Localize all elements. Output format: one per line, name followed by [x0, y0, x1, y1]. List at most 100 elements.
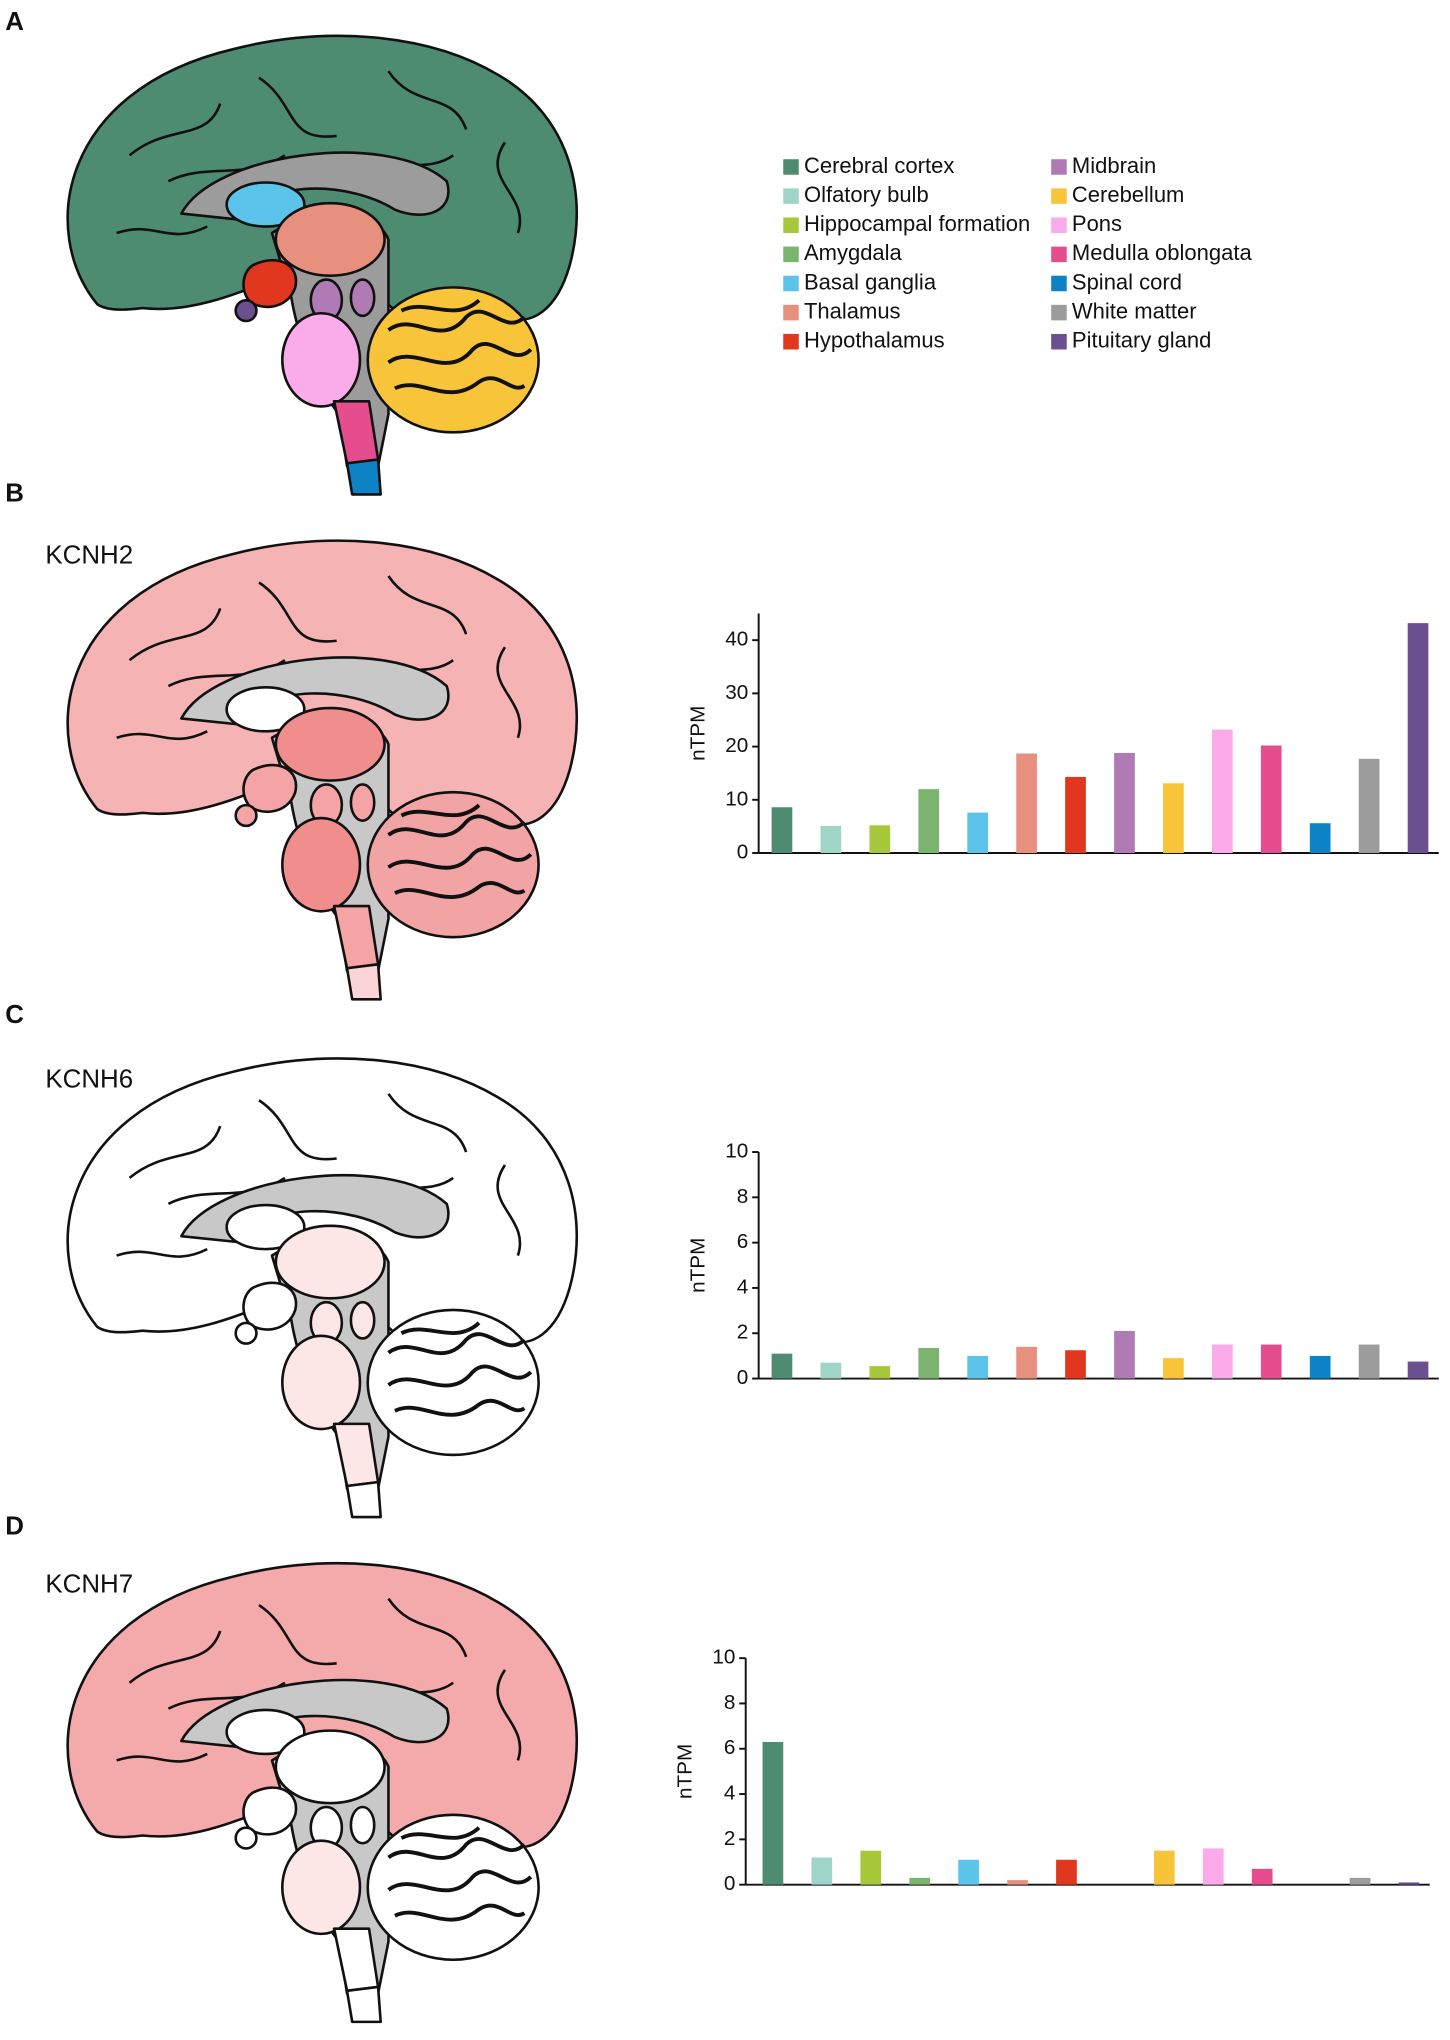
legend-label: Olfatory bulb: [804, 182, 929, 207]
legend-swatch: [1051, 333, 1067, 350]
bar: [1016, 753, 1037, 854]
spinal-cord: [345, 458, 382, 496]
legend-label: Pituitary gland: [1072, 328, 1211, 353]
bar: [1016, 1346, 1037, 1379]
bar: [811, 1857, 833, 1885]
brain-illustration: [66, 539, 579, 1001]
y-tick-label: 10: [725, 1139, 748, 1162]
legend-label: Cerebellum: [1072, 182, 1185, 207]
legend-swatch: [783, 304, 799, 321]
legend-swatch: [783, 246, 799, 263]
y-tick-label: 0: [724, 1872, 736, 1895]
midbrain: [349, 1805, 376, 1845]
sulcus: [128, 103, 222, 157]
medulla: [332, 399, 380, 465]
pituitary: [234, 299, 258, 323]
legend-label: Spinal cord: [1072, 269, 1182, 294]
cerebellum-folia: [394, 1903, 526, 1922]
bar: [771, 1353, 793, 1379]
legend-swatch: [1051, 275, 1067, 292]
bar: [967, 1355, 989, 1379]
spinal-cord: [345, 1985, 382, 2024]
bar: [967, 812, 989, 854]
sulcus: [116, 225, 208, 236]
bar: [1309, 823, 1331, 854]
bar: [869, 1366, 891, 1379]
cerebellum-folia: [387, 814, 526, 838]
cerebellum-folia: [394, 1398, 526, 1417]
bar: [860, 1850, 882, 1885]
sulcus: [258, 1099, 337, 1161]
legend-label: Midbrain: [1072, 153, 1156, 178]
legend-swatch: [1051, 159, 1067, 175]
thalamus: [274, 1729, 386, 1805]
legend-swatch: [1051, 217, 1067, 233]
bar: [1007, 1880, 1028, 1885]
y-axis-label: nTPM: [674, 1744, 697, 1799]
legend-swatch: [783, 275, 799, 292]
gene-title: KCNH7: [45, 1571, 133, 1599]
bar: [1398, 1882, 1420, 1885]
midbrain: [349, 1300, 376, 1340]
pons: [281, 1334, 362, 1431]
bar: [1163, 783, 1184, 854]
sulcus: [496, 1164, 522, 1256]
bar: [958, 1859, 979, 1885]
pituitary: [234, 803, 258, 828]
cerebellum-folia: [387, 1869, 533, 1893]
thalamus: [274, 1224, 386, 1300]
legend-swatch: [1051, 246, 1067, 263]
bar: [1260, 1344, 1282, 1379]
cerebellum-folia: [387, 1837, 526, 1860]
legend-label: Hippocampal formation: [804, 211, 1030, 236]
cerebellum-folia: [394, 881, 526, 899]
legend-label: White matter: [1072, 298, 1197, 323]
legend-swatch: [1051, 188, 1067, 204]
y-tick-label: 4: [724, 1782, 736, 1805]
y-tick-label: 8: [737, 1185, 749, 1208]
cerebellum-folia: [400, 1321, 481, 1336]
legend-label: Pons: [1072, 211, 1122, 236]
panel-label: B: [5, 479, 24, 507]
y-tick-label: 40: [725, 628, 748, 651]
gene-title: KCNH6: [45, 1066, 133, 1094]
pituitary: [234, 1321, 258, 1345]
bar: [1211, 1344, 1233, 1379]
sulcus: [128, 1125, 222, 1179]
legend-swatch: [783, 333, 799, 350]
cerebellum-folia: [400, 298, 481, 313]
medulla: [332, 1927, 380, 1993]
sulcus: [387, 70, 468, 130]
basal-ganglia: [225, 1708, 306, 1756]
bar: [1065, 1350, 1086, 1379]
legend-swatch: [783, 217, 799, 233]
spinal-cord: [345, 963, 382, 1001]
sulcus: [116, 1247, 208, 1258]
midbrain: [349, 278, 376, 318]
sulcus: [496, 1669, 522, 1761]
cerebellum-folia: [387, 341, 533, 365]
sulcus: [496, 646, 522, 739]
y-tick-label: 4: [737, 1275, 749, 1298]
medulla: [332, 904, 380, 970]
brain-illustration: [66, 1057, 579, 1519]
bar: [1163, 1358, 1184, 1379]
sulcus: [258, 581, 337, 643]
sulcus: [116, 730, 208, 741]
brain-illustration: [66, 34, 579, 496]
bar: [1309, 1355, 1331, 1379]
medulla: [332, 1422, 380, 1488]
y-tick-label: 2: [737, 1321, 749, 1344]
legend-swatch: [1051, 304, 1067, 321]
y-tick-label: 0: [737, 1366, 749, 1389]
legend-label: Medulla oblongata: [1072, 240, 1253, 265]
hypothalamus: [242, 1786, 298, 1836]
legend-label: Basal ganglia: [804, 269, 937, 294]
y-tick-label: 6: [737, 1230, 749, 1253]
legend-label: Thalamus: [804, 298, 901, 323]
y-tick-label: 20: [725, 734, 748, 757]
pons: [281, 816, 362, 913]
sulcus: [496, 141, 522, 234]
bar: [762, 1741, 784, 1885]
